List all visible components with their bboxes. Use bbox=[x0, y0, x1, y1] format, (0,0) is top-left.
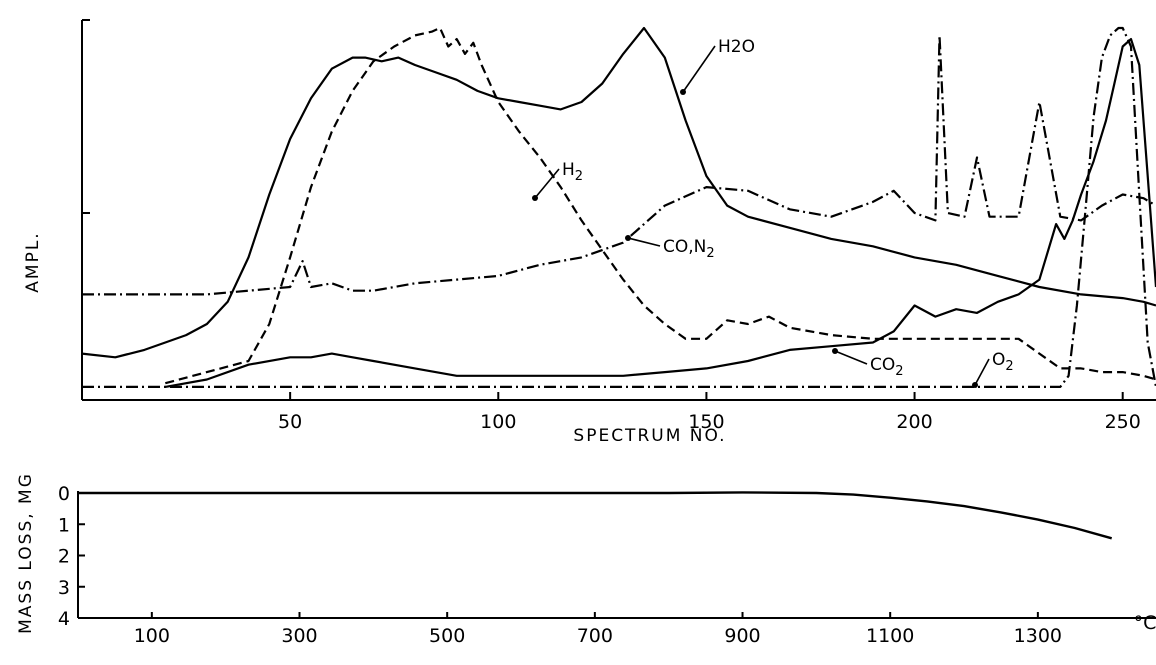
spectrum-series-labels: H2O H2 CO,N2 CO2 O2 bbox=[532, 37, 1014, 388]
spectrum-x-tick-label-200: 200 bbox=[896, 411, 932, 433]
mass-loss-x-ticks: 100 300 500 700 900 1100 1300 bbox=[134, 612, 1062, 647]
mass-loss-x-tick-label-100: 100 bbox=[134, 625, 170, 647]
series-label-co-n2: CO,N2 bbox=[625, 235, 715, 261]
spectrum-x-axis-label: SPECTRUM NO. bbox=[573, 426, 726, 446]
mass-loss-x-tick-label-900: 900 bbox=[724, 625, 760, 647]
spectrum-x-tick-label-250: 250 bbox=[1105, 411, 1141, 433]
spectrum-chart: 50 100 150 200 250 H2O H2 CO,N2 CO2 O2 SPECTRUM … bbox=[23, 19, 1156, 446]
mass-loss-y-tick-label-0: 0 bbox=[58, 483, 70, 505]
spectrum-x-ticks: 50 100 150 200 250 bbox=[278, 392, 1141, 433]
series-label-arrowhead-co-n2 bbox=[625, 235, 631, 241]
series-label-leader-h2o bbox=[682, 45, 716, 93]
mass-loss-y-tick-label-4: 4 bbox=[58, 608, 70, 630]
series-label-arrowhead-h2o bbox=[680, 89, 686, 95]
mass-loss-x-tick-label-1300: 1300 bbox=[1014, 625, 1062, 647]
series-label-co2: CO2 bbox=[832, 348, 904, 379]
mass-loss-series bbox=[78, 491, 1113, 540]
mass-loss-x-tick-label-500: 500 bbox=[429, 625, 465, 647]
series-line-h2o bbox=[81, 26, 1156, 359]
series-label-arrowhead-h2 bbox=[532, 195, 538, 201]
series-label-arrowhead-co2 bbox=[832, 348, 838, 354]
series-label-text-co-n2: CO,N2 bbox=[663, 237, 715, 261]
series-line-h2 bbox=[165, 26, 1156, 385]
series-label-o2: O2 bbox=[972, 350, 1014, 388]
series-label-text-o2: O2 bbox=[992, 350, 1014, 374]
mass-loss-line bbox=[78, 491, 1113, 540]
mass-loss-y-tick-label-2: 2 bbox=[58, 546, 70, 568]
spectrum-y-axis-label: AMPL. bbox=[23, 231, 43, 292]
mass-loss-x-tick-label-700: 700 bbox=[577, 625, 613, 647]
mass-loss-y-ticks: 0 1 2 3 4 bbox=[58, 483, 85, 630]
spectrum-series bbox=[81, 26, 1156, 388]
series-line-o2 bbox=[82, 26, 1156, 388]
series-label-leader-co2 bbox=[834, 350, 868, 365]
series-label-h2o: H2O bbox=[680, 37, 755, 95]
series-label-h2: H2 bbox=[532, 160, 583, 201]
series-label-text-h2: H2 bbox=[562, 160, 583, 184]
spectrum-axes bbox=[81, 19, 1156, 401]
series-label-text-co2: CO2 bbox=[870, 355, 904, 379]
series-label-arrowhead-o2 bbox=[972, 382, 978, 388]
series-label-leader-h2 bbox=[534, 168, 560, 199]
spectrum-x-tick-label-100: 100 bbox=[480, 411, 516, 433]
mass-loss-y-axis-label: MASS LOSS, MG bbox=[16, 472, 36, 634]
mass-loss-chart: 100 300 500 700 900 1100 1300 0 1 2 3 4 °C MASS LO… bbox=[16, 472, 1156, 647]
series-label-text-h2o: H2O bbox=[718, 37, 755, 57]
series-line-co2 bbox=[165, 38, 1156, 388]
mass-loss-y-tick-label-1: 1 bbox=[58, 514, 70, 536]
mass-loss-axes bbox=[77, 491, 1156, 619]
spectrum-x-tick-label-50: 50 bbox=[278, 411, 302, 433]
spectrum-x-tick-label-150: 150 bbox=[688, 411, 724, 433]
mass-loss-x-tick-label-1100: 1100 bbox=[866, 625, 914, 647]
mass-loss-x-unit-label: °C bbox=[1134, 612, 1156, 634]
mass-loss-y-tick-label-3: 3 bbox=[58, 577, 70, 599]
series-label-leader-o2 bbox=[974, 358, 990, 386]
series-label-leader-co-n2 bbox=[627, 237, 661, 247]
mass-loss-x-tick-label-300: 300 bbox=[281, 625, 317, 647]
series-line-co-n2 bbox=[82, 34, 1156, 296]
